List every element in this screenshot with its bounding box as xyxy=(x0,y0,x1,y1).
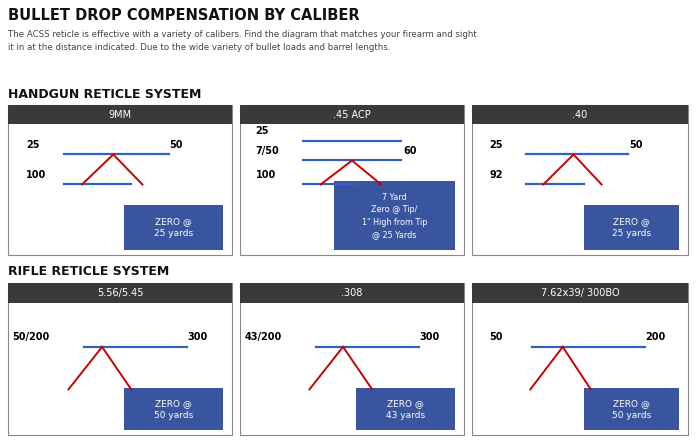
Text: 7 Yard
Zero @ Tip/
1" High from Tip
@ 25 Yards: 7 Yard Zero @ Tip/ 1" High from Tip @ 25… xyxy=(362,193,427,239)
Text: 43/200: 43/200 xyxy=(244,332,282,342)
Text: 7.62x39/ 300BO: 7.62x39/ 300BO xyxy=(541,288,619,298)
Text: 50: 50 xyxy=(630,140,643,150)
Bar xyxy=(8,105,232,124)
Text: 300: 300 xyxy=(187,332,207,342)
Text: 50: 50 xyxy=(489,332,503,342)
Bar xyxy=(8,283,232,303)
Bar xyxy=(472,105,688,124)
Text: .45 ACP: .45 ACP xyxy=(333,110,371,120)
Text: 50: 50 xyxy=(169,140,183,150)
Text: 100: 100 xyxy=(26,170,46,180)
Bar xyxy=(356,388,455,430)
Bar xyxy=(334,182,455,250)
Text: 5.56/5.45: 5.56/5.45 xyxy=(97,288,143,298)
Text: 7/50: 7/50 xyxy=(255,146,279,156)
Text: 92: 92 xyxy=(489,170,503,180)
Text: 200: 200 xyxy=(644,332,665,342)
Bar xyxy=(125,388,223,430)
Text: ZERO @
25 yards: ZERO @ 25 yards xyxy=(612,218,651,238)
Text: 9MM: 9MM xyxy=(109,110,132,120)
Text: The ACSS reticle is effective with a variety of calibers. Find the diagram that : The ACSS reticle is effective with a var… xyxy=(8,30,477,52)
Bar xyxy=(585,206,679,250)
Text: 25: 25 xyxy=(255,127,269,136)
Text: ZERO @
25 yards: ZERO @ 25 yards xyxy=(155,218,193,238)
Text: .308: .308 xyxy=(341,288,363,298)
Text: 60: 60 xyxy=(404,146,417,156)
Text: .40: .40 xyxy=(572,110,587,120)
Text: ZERO @
50 yards: ZERO @ 50 yards xyxy=(612,399,651,420)
Text: ZERO @
50 yards: ZERO @ 50 yards xyxy=(154,399,193,420)
Bar xyxy=(125,206,223,250)
Text: BULLET DROP COMPENSATION BY CALIBER: BULLET DROP COMPENSATION BY CALIBER xyxy=(8,8,360,23)
Bar xyxy=(472,283,688,303)
Bar xyxy=(585,388,679,430)
Bar xyxy=(240,283,464,303)
Text: 300: 300 xyxy=(419,332,439,342)
Text: 50/200: 50/200 xyxy=(13,332,49,342)
Text: RIFLE RETICLE SYSTEM: RIFLE RETICLE SYSTEM xyxy=(8,265,169,278)
Bar xyxy=(240,105,464,124)
Text: HANDGUN RETICLE SYSTEM: HANDGUN RETICLE SYSTEM xyxy=(8,88,201,101)
Text: 25: 25 xyxy=(26,140,40,150)
Text: 100: 100 xyxy=(255,170,276,180)
Text: 25: 25 xyxy=(489,140,503,150)
Text: ZERO @
43 yards: ZERO @ 43 yards xyxy=(386,399,425,420)
